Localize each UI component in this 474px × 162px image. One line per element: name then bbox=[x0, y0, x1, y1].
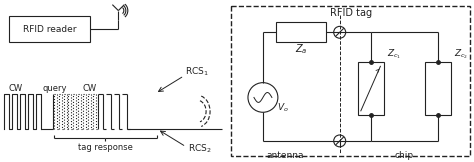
FancyBboxPatch shape bbox=[276, 22, 326, 42]
FancyBboxPatch shape bbox=[426, 62, 451, 115]
Text: RFID reader: RFID reader bbox=[23, 25, 76, 34]
Text: query: query bbox=[43, 84, 67, 93]
Text: $V_o$: $V_o$ bbox=[277, 101, 289, 114]
Text: $\mathrm{RCS}_2$: $\mathrm{RCS}_2$ bbox=[188, 143, 212, 155]
Text: $\mathrm{RCS}_1$: $\mathrm{RCS}_1$ bbox=[185, 66, 209, 78]
Text: $Z_{c_2}$: $Z_{c_2}$ bbox=[455, 47, 468, 61]
Text: RFID tag: RFID tag bbox=[329, 8, 372, 17]
FancyBboxPatch shape bbox=[358, 62, 383, 115]
Text: CW: CW bbox=[9, 84, 23, 93]
FancyBboxPatch shape bbox=[231, 6, 470, 156]
Text: $Z_{c_1}$: $Z_{c_1}$ bbox=[387, 47, 401, 61]
Text: tag response: tag response bbox=[78, 143, 133, 152]
Text: $Z_a$: $Z_a$ bbox=[294, 42, 307, 56]
Text: antenna: antenna bbox=[266, 151, 304, 160]
FancyBboxPatch shape bbox=[9, 17, 91, 42]
Text: CW: CW bbox=[82, 84, 97, 93]
Text: chip: chip bbox=[395, 151, 414, 160]
